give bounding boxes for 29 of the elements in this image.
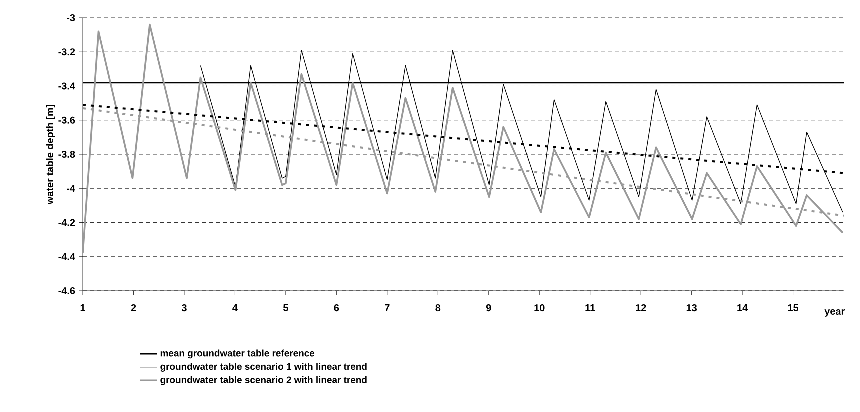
x-tick-label: 12 [636, 304, 646, 312]
x-tick-label: 7 [385, 304, 390, 312]
x-tick-label: 1 [80, 304, 86, 312]
x-tick-label: 9 [486, 304, 492, 312]
y-tick-label: -3.6 [58, 116, 76, 124]
x-tick-label: 6 [334, 304, 340, 312]
x-tick-label: 13 [686, 304, 697, 312]
x-tick-label: 4 [232, 304, 238, 312]
x-tick-label: 2 [131, 304, 136, 312]
x-tick-label: 5 [283, 304, 288, 312]
y-tick-label: -4.2 [58, 219, 76, 226]
y-tick-label: -3 [67, 14, 76, 22]
y-tick-label: -4.4 [58, 253, 76, 260]
x-axis-title: year [824, 310, 845, 317]
x-tick-label: 15 [788, 304, 799, 312]
x-tick-label: 14 [738, 304, 748, 312]
y-tick-label: -3.4 [58, 82, 76, 90]
x-tick-label: 3 [182, 304, 187, 312]
x-tick-label: 10 [534, 304, 545, 312]
y-tick-label: -3.2 [58, 48, 76, 56]
y-axis-title: water table depth [m] [46, 104, 56, 205]
y-tick-label: -4.6 [58, 287, 76, 295]
x-tick-label: 8 [436, 304, 441, 312]
legend-label: groundwater table scenario 1 with linear trend [160, 363, 367, 372]
x-tick-label: 11 [586, 304, 596, 312]
y-tick-label: -4 [67, 185, 76, 192]
y-tick-label: -3.8 [58, 150, 76, 158]
legend-label: mean groundwater table reference [160, 350, 315, 359]
legend-label: groundwater table scenario 2 with linear trend [160, 376, 367, 386]
